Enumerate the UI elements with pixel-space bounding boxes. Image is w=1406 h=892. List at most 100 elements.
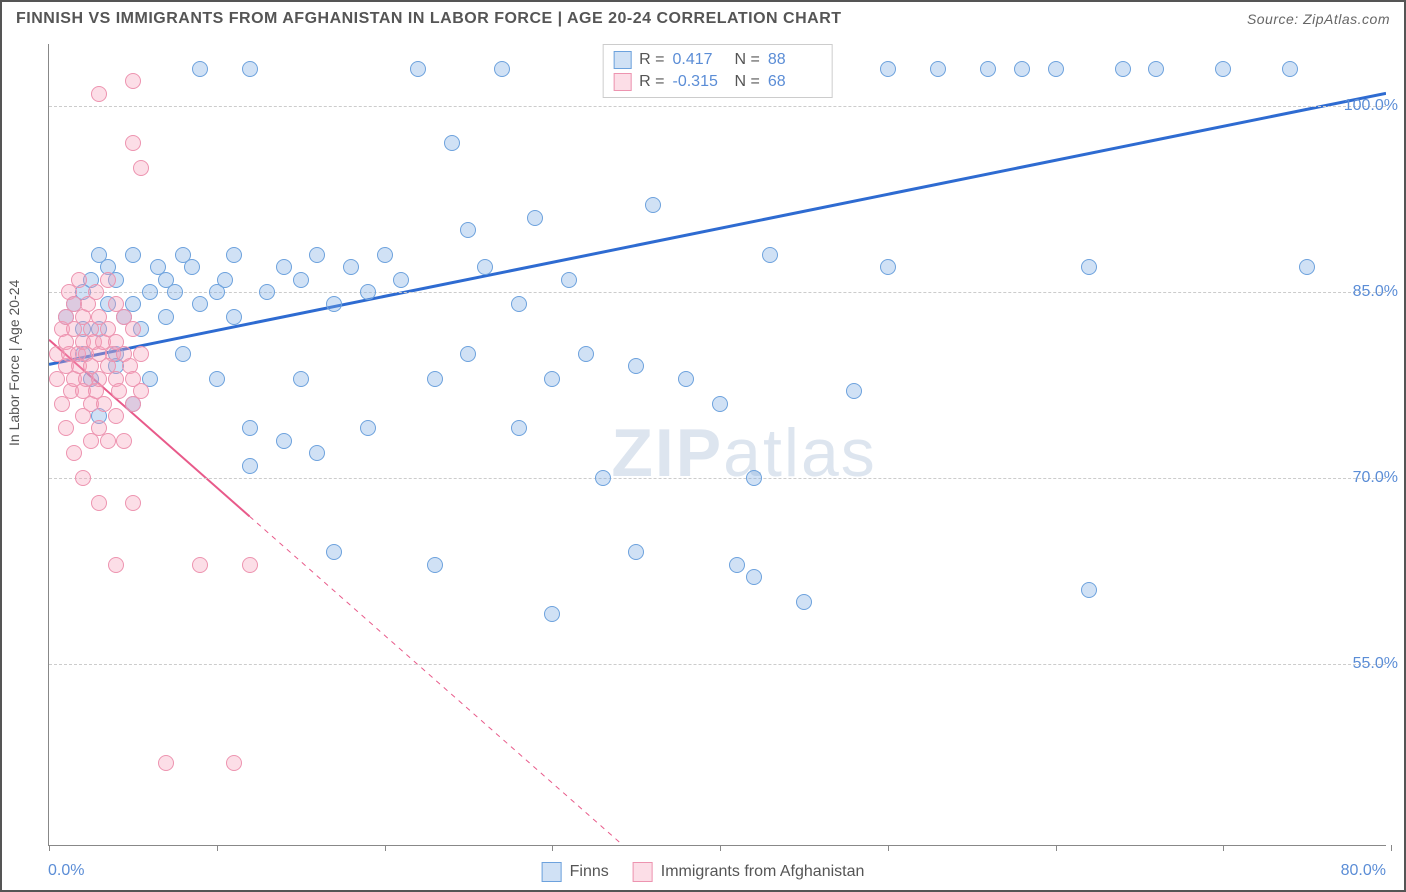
data-point <box>175 346 191 362</box>
data-point <box>360 284 376 300</box>
data-point <box>242 557 258 573</box>
data-point <box>125 73 141 89</box>
legend-label: Immigrants from Afghanistan <box>661 863 865 881</box>
series-swatch <box>613 73 631 91</box>
data-point <box>276 433 292 449</box>
data-point <box>184 259 200 275</box>
data-point <box>729 557 745 573</box>
data-point <box>1048 61 1064 77</box>
stat-r-label: R = <box>639 51 664 69</box>
data-point <box>595 470 611 486</box>
x-min-label: 0.0% <box>48 862 84 880</box>
data-point <box>561 272 577 288</box>
gridline <box>49 106 1386 107</box>
data-point <box>259 284 275 300</box>
data-point <box>1282 61 1298 77</box>
trend-line <box>49 93 1386 364</box>
stat-r-value: -0.315 <box>673 73 727 91</box>
data-point <box>1014 61 1030 77</box>
data-point <box>116 433 132 449</box>
data-point <box>494 61 510 77</box>
data-point <box>527 210 543 226</box>
data-point <box>1081 259 1097 275</box>
data-point <box>410 61 426 77</box>
data-point <box>1115 61 1131 77</box>
legend-label: Finns <box>570 863 609 881</box>
data-point <box>1299 259 1315 275</box>
data-point <box>930 61 946 77</box>
title-bar: FINNISH VS IMMIGRANTS FROM AFGHANISTAN I… <box>16 10 1390 28</box>
x-max-label: 80.0% <box>1341 862 1386 880</box>
data-point <box>209 371 225 387</box>
stat-n-label: N = <box>735 73 760 91</box>
legend-swatch <box>633 862 653 882</box>
data-point <box>75 470 91 486</box>
stat-r-value: 0.417 <box>673 51 727 69</box>
trend-line-extrapolated <box>250 516 651 845</box>
x-tick <box>552 845 553 851</box>
data-point <box>108 408 124 424</box>
data-point <box>628 544 644 560</box>
data-point <box>746 569 762 585</box>
data-point <box>309 247 325 263</box>
x-tick <box>217 845 218 851</box>
data-point <box>125 135 141 151</box>
data-point <box>167 284 183 300</box>
data-point <box>133 346 149 362</box>
stat-n-value: 88 <box>768 51 822 69</box>
x-tick <box>720 845 721 851</box>
legend-item: Finns <box>542 862 609 882</box>
chart-title: FINNISH VS IMMIGRANTS FROM AFGHANISTAN I… <box>16 10 842 28</box>
y-tick-label: 85.0% <box>1353 283 1398 301</box>
data-point <box>226 247 242 263</box>
data-point <box>293 371 309 387</box>
data-point <box>226 755 242 771</box>
data-point <box>1081 582 1097 598</box>
data-point <box>393 272 409 288</box>
data-point <box>108 557 124 573</box>
data-point <box>309 445 325 461</box>
x-tick <box>49 845 50 851</box>
data-point <box>678 371 694 387</box>
x-tick <box>385 845 386 851</box>
data-point <box>125 247 141 263</box>
stats-row: R = -0.315 N = 68 <box>613 71 822 93</box>
data-point <box>460 222 476 238</box>
stat-n-label: N = <box>735 51 760 69</box>
gridline <box>49 478 1386 479</box>
data-point <box>242 420 258 436</box>
legend-swatch <box>542 862 562 882</box>
stat-n-value: 68 <box>768 73 822 91</box>
stat-r-label: R = <box>639 73 664 91</box>
data-point <box>511 420 527 436</box>
data-point <box>192 557 208 573</box>
data-point <box>746 470 762 486</box>
data-point <box>444 135 460 151</box>
data-point <box>125 495 141 511</box>
gridline <box>49 664 1386 665</box>
data-point <box>544 606 560 622</box>
data-point <box>628 358 644 374</box>
data-point <box>880 61 896 77</box>
y-tick-label: 100.0% <box>1344 97 1398 115</box>
data-point <box>125 321 141 337</box>
data-point <box>158 309 174 325</box>
y-axis-label: In Labor Force | Age 20-24 <box>6 280 22 446</box>
data-point <box>477 259 493 275</box>
data-point <box>192 296 208 312</box>
data-point <box>226 309 242 325</box>
stats-box: R = 0.417 N = 88 R = -0.315 N = 68 <box>602 44 833 98</box>
data-point <box>91 495 107 511</box>
data-point <box>427 557 443 573</box>
data-point <box>133 160 149 176</box>
legend: Finns Immigrants from Afghanistan <box>542 862 865 882</box>
data-point <box>91 86 107 102</box>
data-point <box>544 371 560 387</box>
data-point <box>58 420 74 436</box>
gridline <box>49 292 1386 293</box>
data-point <box>326 544 342 560</box>
data-point <box>1148 61 1164 77</box>
data-point <box>326 296 342 312</box>
legend-item: Immigrants from Afghanistan <box>633 862 865 882</box>
data-point <box>846 383 862 399</box>
